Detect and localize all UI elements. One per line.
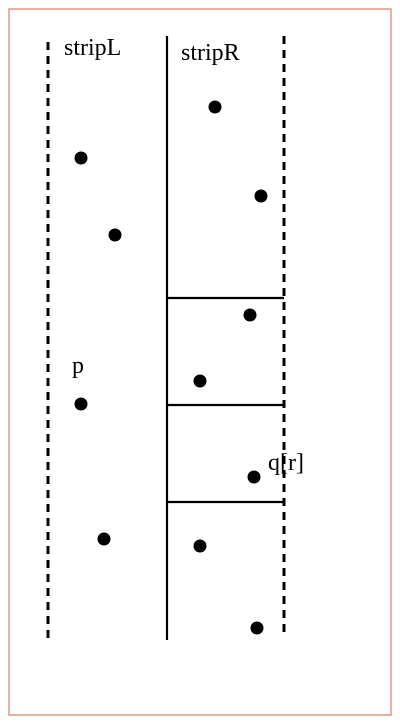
point-left-2 — [108, 228, 122, 242]
point-left-3 — [97, 532, 111, 546]
strip-right-label: stripR — [181, 40, 240, 66]
point-right-3 — [243, 308, 257, 322]
point-right-2 — [254, 189, 268, 203]
point-right-5 — [193, 539, 207, 553]
point-q-label: q[r] — [268, 450, 304, 476]
strip-left-label: stripL — [64, 35, 121, 61]
frame-border — [8, 8, 392, 716]
point-right-6 — [250, 621, 264, 635]
point-right-4 — [193, 374, 207, 388]
point-p — [74, 397, 88, 411]
point-left-1 — [74, 151, 88, 165]
point-q-r — [247, 470, 261, 484]
point-p-label: p — [72, 353, 84, 379]
point-right-1 — [208, 100, 222, 114]
